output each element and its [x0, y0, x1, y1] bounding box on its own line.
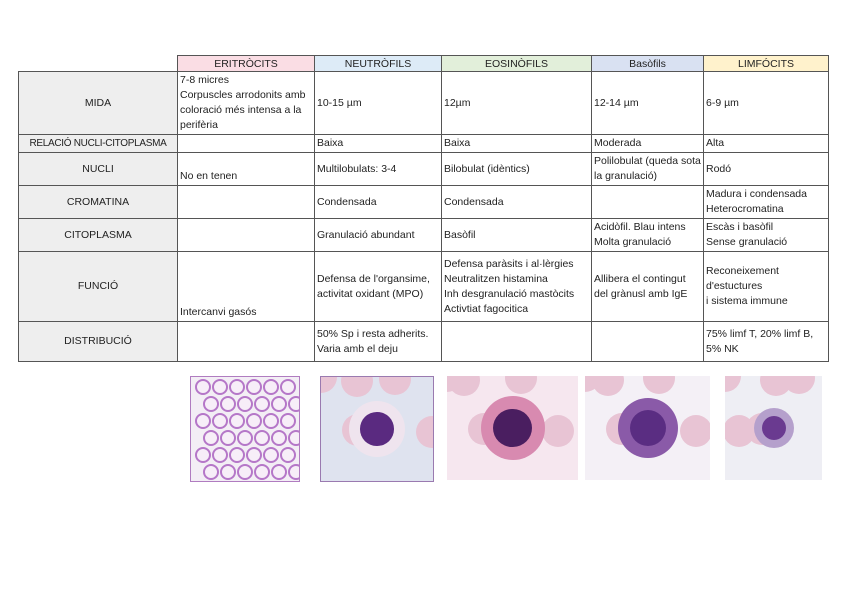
table-cell: Defensa de l'organsime, activitat oxidan… — [314, 251, 442, 322]
column-header: NEUTRÒFILS — [314, 55, 442, 72]
row-label: DISTRIBUCIÓ — [18, 321, 178, 362]
table-row: DISTRIBUCIÓ 50% Sp i resta adherits. Vari… — [18, 321, 829, 362]
table-cell: Madura i condensada Heterocromatina — [703, 185, 829, 219]
blood-cells-table: ERITRÒCITS NEUTRÒFILS EOSINÒFILS Basòfils LI… — [18, 55, 829, 362]
corner-empty — [19, 56, 178, 72]
column-header: LIMFÓCITS — [703, 55, 829, 72]
column-header: ERITRÒCITS — [177, 55, 315, 72]
lymphocyte-micrograph — [725, 376, 822, 480]
table-cell: Moderada — [591, 134, 704, 153]
table-cell: Polilobulat (queda sota la granulació) — [591, 152, 704, 186]
row-label: FUNCIÓ — [18, 251, 178, 322]
table-cell: Baixa — [441, 134, 592, 153]
table-cell: Intercanvi gasós — [177, 251, 315, 322]
basophil-micrograph — [585, 376, 710, 480]
table-cell: Acidòfil. Blau intens Molta granulació — [591, 218, 704, 252]
table-cell: Defensa paràsits i al·lèrgies Neutralitz… — [441, 251, 592, 322]
table-cell — [177, 321, 315, 362]
table-cell: Reconeixement d'estuctures i sistema imm… — [703, 251, 829, 322]
erythrocytes-micrograph — [190, 376, 300, 482]
column-header: Basòfils — [591, 55, 704, 72]
table-cell: Alta — [703, 134, 829, 153]
table-cell: Escàs i basòfil Sense granulació — [703, 218, 829, 252]
table-cell: 12-14 µm — [591, 71, 704, 135]
table-cell — [177, 218, 315, 252]
table-cell: Condensada — [314, 185, 442, 219]
table-cell: 75% limf T, 20% limf B, 5% NK — [703, 321, 829, 362]
table-cell: Basòfil — [441, 218, 592, 252]
table-cell — [441, 321, 592, 362]
table-row: CITOPLASMA Granulació abundant Basòfil Acid… — [18, 218, 829, 252]
table-row: CROMATINA Condensada Condensada Madura i co… — [18, 185, 829, 219]
table-row: NUCLI No en tenen Multilobulats: 3-4 Bilobu… — [18, 152, 829, 186]
table-cell: Bilobulat (idèntics) — [441, 152, 592, 186]
row-label: RELACIÓ NUCLI-CITOPLASMA — [18, 134, 178, 153]
eosinophil-micrograph — [447, 376, 578, 480]
table-cell — [591, 321, 704, 362]
column-header: EOSINÒFILS — [441, 55, 592, 72]
row-label: MIDA — [18, 71, 178, 135]
row-label: NUCLI — [18, 152, 178, 186]
table-row: RELACIÓ NUCLI-CITOPLASMA Baixa Baixa Modera… — [18, 134, 829, 153]
table-cell: 10-15 µm — [314, 71, 442, 135]
table-cell: No en tenen — [177, 152, 315, 186]
table-cell: Multilobulats: 3-4 — [314, 152, 442, 186]
row-label: CROMATINA — [18, 185, 178, 219]
table-cell — [177, 185, 315, 219]
table-cell — [177, 134, 315, 153]
table-cell: 7-8 micres Corpuscles arrodonits amb col… — [177, 71, 315, 135]
table-cell: Allibera el contingut del grànusl amb Ig… — [591, 251, 704, 322]
table-cell: Baixa — [314, 134, 442, 153]
table-cell: 50% Sp i resta adherits. Varia amb el de… — [314, 321, 442, 362]
table-cell: 12µm — [441, 71, 592, 135]
row-label: CITOPLASMA — [18, 218, 178, 252]
table-cell: Condensada — [441, 185, 592, 219]
table-cell: 6-9 µm — [703, 71, 829, 135]
table-cell — [591, 185, 704, 219]
table-cell: Granulació abundant — [314, 218, 442, 252]
table-row: MIDA 7-8 micres Corpuscles arrodonits amb… — [18, 71, 829, 135]
table-cell: Rodó — [703, 152, 829, 186]
neutrophil-micrograph — [320, 376, 434, 482]
table-row: FUNCIÓ Intercanvi gasós Defensa de l'organ… — [18, 251, 829, 322]
